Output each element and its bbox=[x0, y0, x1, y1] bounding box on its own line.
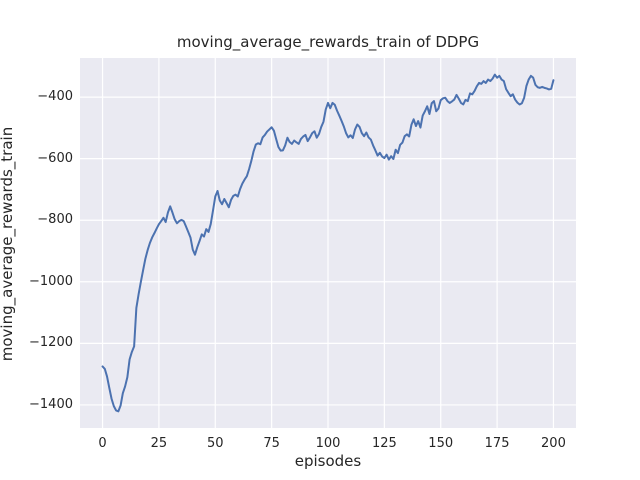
x-tick-label: 25 bbox=[150, 436, 168, 451]
y-axis-label: moving_average_rewards_train bbox=[0, 126, 16, 362]
y-tick-label: −1200 bbox=[29, 335, 73, 351]
x-tick-label: 50 bbox=[206, 436, 224, 451]
x-tick-label: 100 bbox=[315, 436, 341, 451]
y-tick-label: −1400 bbox=[29, 396, 73, 412]
x-tick-label: 0 bbox=[98, 436, 107, 451]
data-line bbox=[101, 73, 555, 413]
y-tick-label: −600 bbox=[37, 150, 73, 166]
y-tick-label: −800 bbox=[37, 212, 73, 228]
x-tick-label: 75 bbox=[263, 436, 280, 451]
x-tick-label: 125 bbox=[371, 436, 397, 451]
y-tick-label: −400 bbox=[37, 89, 73, 105]
x-tick-label: 175 bbox=[484, 436, 510, 451]
chart-canvas bbox=[80, 58, 576, 428]
x-tick-label: 150 bbox=[428, 436, 454, 451]
x-axis-label: episodes bbox=[294, 452, 362, 470]
x-tick-label: 200 bbox=[541, 436, 566, 451]
y-tick-label: −1000 bbox=[29, 273, 73, 289]
chart-title: moving_average_rewards_train of DDPG bbox=[176, 33, 480, 51]
plot-area bbox=[80, 58, 576, 428]
